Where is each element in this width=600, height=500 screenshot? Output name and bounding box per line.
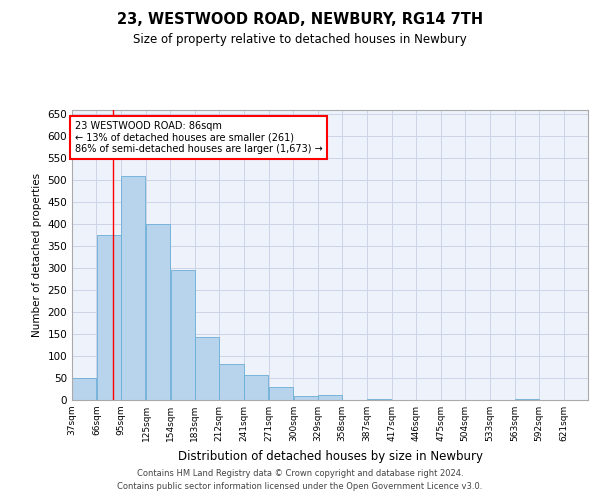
Bar — [72, 378, 96, 400]
Bar — [146, 224, 170, 400]
Text: Size of property relative to detached houses in Newbury: Size of property relative to detached ho… — [133, 32, 467, 46]
Text: Contains public sector information licensed under the Open Government Licence v3: Contains public sector information licen… — [118, 482, 482, 491]
Bar — [293, 396, 317, 400]
Y-axis label: Number of detached properties: Number of detached properties — [32, 173, 42, 337]
Bar — [195, 337, 219, 400]
Text: 23, WESTWOOD ROAD, NEWBURY, RG14 7TH: 23, WESTWOOD ROAD, NEWBURY, RG14 7TH — [117, 12, 483, 28]
Bar — [515, 398, 539, 400]
Bar — [170, 270, 195, 400]
Bar — [244, 375, 268, 400]
Bar — [318, 394, 342, 400]
Bar — [269, 388, 293, 400]
Bar — [220, 364, 244, 400]
Bar — [367, 398, 391, 400]
Text: 23 WESTWOOD ROAD: 86sqm
← 13% of detached houses are smaller (261)
86% of semi-d: 23 WESTWOOD ROAD: 86sqm ← 13% of detache… — [74, 121, 322, 154]
Bar — [97, 235, 121, 400]
Text: Contains HM Land Registry data © Crown copyright and database right 2024.: Contains HM Land Registry data © Crown c… — [137, 468, 463, 477]
Bar — [121, 176, 145, 400]
X-axis label: Distribution of detached houses by size in Newbury: Distribution of detached houses by size … — [178, 450, 482, 462]
